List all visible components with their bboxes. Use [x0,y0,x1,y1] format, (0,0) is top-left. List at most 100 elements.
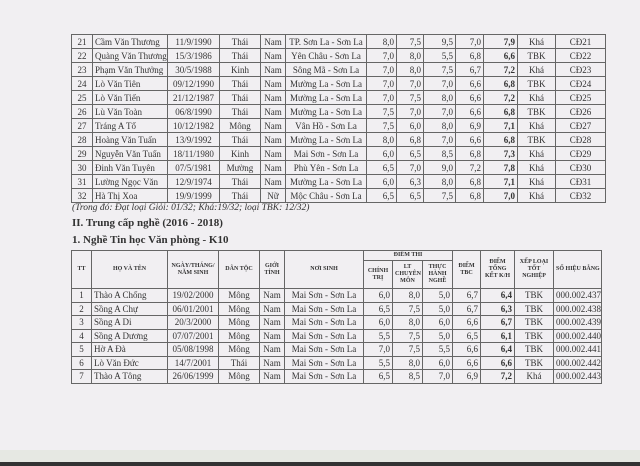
cell-score-2: 8,0 [392,288,423,303]
cell-avg: 6,6 [455,104,484,119]
cell-score-2: 7,5 [396,34,424,49]
table-row: 22 Quàng Văn Thương 15/3/1986 Thái Nam Yên Ch… [71,48,606,63]
cell-total: 6,8 [483,76,518,91]
table-row: 28 Hoàng Văn Tuấn 13/9/1992 Thái Nam Mường La… [71,132,606,147]
cell-dob: 30/5/1988 [167,62,220,77]
cell-name: Sồng A Dương [91,328,168,343]
header-gender: GIỚI TÍNH [259,250,285,289]
cell-dob: 12/9/1974 [167,174,220,189]
cell-score-1: 6,0 [366,174,397,189]
cell-avg: 6,8 [455,146,484,161]
cell-birthplace: Mường La - Sơn La [285,132,367,147]
cell-name: Nguyễn Văn Tuấn [92,146,168,161]
cell-code: CĐ24 [555,76,606,91]
cell-name: Lò Văn Tiên [92,76,168,91]
cell-score-2: 8,0 [396,62,424,77]
cell-tt: 32 [71,188,93,203]
cell-gender: Nam [260,118,286,133]
cell-score-1: 7,0 [366,48,397,63]
cell-dob: 18/11/1980 [167,146,220,161]
cell-total: 7,2 [483,62,518,77]
cell-total: 7,0 [483,188,518,203]
cell-total: 7,2 [483,90,518,105]
cell-birthplace: Sông Mã - Sơn La [285,62,367,77]
cell-name: Tráng A Tổ [92,118,168,133]
cell-ethnic: Thái [219,76,261,91]
cell-code: CĐ31 [555,174,606,189]
cell-name: Cầm Văn Thương [92,34,168,49]
cell-tt: 7 [71,369,92,384]
cell-code: CĐ25 [555,90,606,105]
cell-dob: 10/12/1982 [167,118,220,133]
cell-ethnic: Thái [219,48,261,63]
header-theory: LT CHUYÊN MÔN [392,260,423,289]
cell-name: Sồng A Di [91,315,168,330]
table-row: 5 Hờ A Đà 05/08/1998 Mông Nam Mai Sơn - Sơn L… [71,342,603,357]
cell-avg: 6,9 [452,369,482,384]
cell-tt: 3 [71,315,92,330]
cell-tt: 30 [71,160,93,175]
cell-ethnic: Thái [219,188,261,203]
cell-gender: Nam [260,48,286,63]
cell-rank: TBK [514,328,555,343]
cell-gender: Nam [259,301,285,316]
scanner-background [0,462,640,466]
subsection-title: 1. Nghề Tin học Văn phòng - K10 [72,234,229,246]
cell-score-3: 9,5 [423,34,456,49]
cell-ethnic: Mông [218,301,260,316]
cell-code: CĐ23 [555,62,606,77]
scan-edge [0,450,640,462]
cell-score-2: 7,5 [392,342,423,357]
cell-dob: 19/9/1999 [167,188,220,203]
cell-score-1: 7,0 [366,62,397,77]
cell-score-2: 8,0 [392,355,423,370]
cell-total: 7,1 [483,174,518,189]
cell-score-3: 6,0 [421,315,454,330]
cell-birthplace: Mộc Châu - Sơn La [285,188,367,203]
table-row: 31 Lường Ngọc Văn 12/9/1974 Thái Nam Mường La… [71,174,606,189]
cell-ethnic: Mông [219,118,261,133]
cell-ethnic: Thái [219,90,261,105]
cell-code: CĐ32 [555,188,606,203]
cell-code: 000.002.438 [553,301,603,316]
cell-rank: Khá [517,34,556,49]
cell-avg: 6,7 [452,288,482,303]
cell-score-3: 5,0 [421,288,454,303]
cell-rank: TBK [514,301,555,316]
cell-rank: TBK [514,355,555,370]
table-row: 2 Sồng A Chự 06/01/2001 Mông Nam Mai Sơn - Sơ… [71,301,603,316]
table-row: 4 Sồng A Dương 07/07/2001 Mông Nam Mai Sơn - … [71,328,603,343]
cell-birthplace: Mai Sơn - Sơn La [284,328,364,343]
cell-avg: 6,5 [452,328,482,343]
cell-ethnic: Thái [219,132,261,147]
table-row: 27 Tráng A Tổ 10/12/1982 Mông Nam Vân Hồ - Sơ… [71,118,606,133]
cell-gender: Nam [259,315,285,330]
cell-rank: TBK [517,104,556,119]
cell-name: Hoàng Văn Tuấn [92,132,168,147]
cell-score-1: 8,0 [366,34,397,49]
cell-name: Hờ A Đà [91,342,168,357]
cell-ethnic: Kinh [219,62,261,77]
cell-gender: Nam [260,104,286,119]
table-row: 23 Phạm Văn Thưởng 30/5/1988 Kinh Nam Sông Mã… [71,62,606,77]
cell-score-3: 7,5 [423,188,456,203]
cell-score-3: 7,0 [423,76,456,91]
cell-score-2: 6,5 [396,146,424,161]
cell-name: Hà Thị Xoa [92,188,168,203]
cell-dob: 13/9/1992 [167,132,220,147]
cell-avg: 6,6 [455,76,484,91]
header-ethnic: DÂN TỘC [218,250,260,289]
cell-dob: 20/3/2000 [167,315,219,330]
cell-ethnic: Kinh [219,146,261,161]
cell-dob: 06/8/1990 [167,104,220,119]
cell-tt: 31 [71,174,93,189]
cell-dob: 14/7/2001 [167,355,219,370]
header-dob: NGÀY/THÁNG/ NĂM SINH [167,250,219,289]
cell-gender: Nam [260,34,286,49]
cell-gender: Nữ [260,188,286,203]
cell-gender: Nam [259,342,285,357]
cell-code: 000.002.440 [553,328,603,343]
cell-rank: Khá [517,160,556,175]
cell-score-3: 7,5 [423,62,456,77]
cell-birthplace: Mường La - Sơn La [285,90,367,105]
